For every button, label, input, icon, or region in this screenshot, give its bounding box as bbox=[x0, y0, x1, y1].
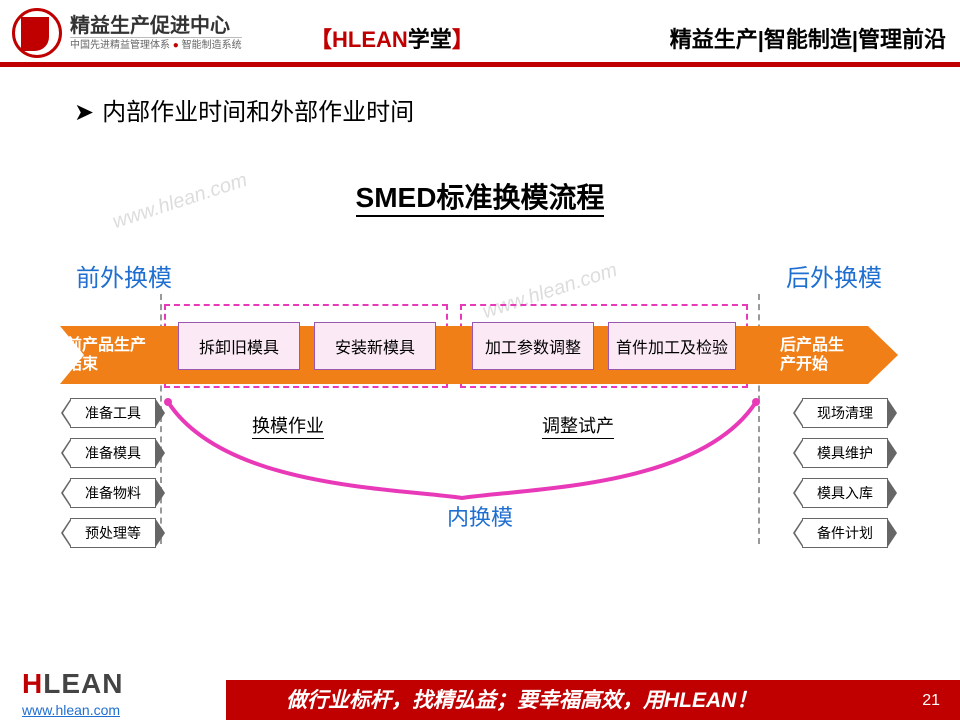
logo-title: 精益生产促进中心 bbox=[70, 15, 242, 37]
proc-box-3: 加工参数调整 bbox=[472, 322, 594, 370]
bullet-heading: ➤内部作业时间和外部作业时间 bbox=[74, 92, 414, 127]
hex-left-1: 准备模具 bbox=[70, 438, 156, 468]
hex-right-1: 模具维护 bbox=[802, 438, 888, 468]
header-center: 【HLEAN学堂】 bbox=[310, 22, 474, 54]
logo-icon bbox=[12, 8, 62, 58]
proc-box-1: 拆卸旧模具 bbox=[178, 322, 300, 370]
footer-logo: HLEAN bbox=[22, 668, 123, 700]
bullet-arrow-icon: ➤ bbox=[74, 98, 94, 127]
page-number: 21 bbox=[922, 692, 940, 710]
footer-slogan: 做行业标杆，找精弘益；要幸福高效，用HLEAN！ bbox=[286, 684, 757, 714]
proc-box-2: 安装新模具 bbox=[314, 322, 436, 370]
hex-right-2: 模具入库 bbox=[802, 478, 888, 508]
end-box-end: 后产品生产开始 bbox=[774, 326, 864, 384]
label-pre-external: 前外换模 bbox=[76, 258, 172, 293]
logo-block: 精益生产促进中心 中国先进精益管理体系 ● 智能制造系统 bbox=[12, 8, 242, 58]
footer-url[interactable]: www.hlean.com bbox=[22, 702, 120, 718]
hex-right-3: 备件计划 bbox=[802, 518, 888, 548]
header-right: 精益生产|智能制造|管理前沿 bbox=[670, 22, 946, 54]
brace-icon bbox=[164, 398, 760, 508]
header: 精益生产促进中心 中国先进精益管理体系 ● 智能制造系统 【HLEAN学堂】 精… bbox=[0, 0, 960, 62]
end-box-start: 前产品生产结束 bbox=[60, 326, 155, 384]
logo-subtitle: 中国先进精益管理体系 ● 智能制造系统 bbox=[70, 37, 242, 51]
label-post-external: 后外换模 bbox=[786, 258, 882, 293]
hex-left-3: 预处理等 bbox=[70, 518, 156, 548]
proc-box-4: 首件加工及检验 bbox=[608, 322, 736, 370]
hex-right-0: 现场清理 bbox=[802, 398, 888, 428]
hex-left-0: 准备工具 bbox=[70, 398, 156, 428]
hex-left-2: 准备物料 bbox=[70, 478, 156, 508]
diagram-title: SMED标准换模流程 bbox=[0, 176, 960, 216]
header-divider bbox=[0, 62, 960, 67]
